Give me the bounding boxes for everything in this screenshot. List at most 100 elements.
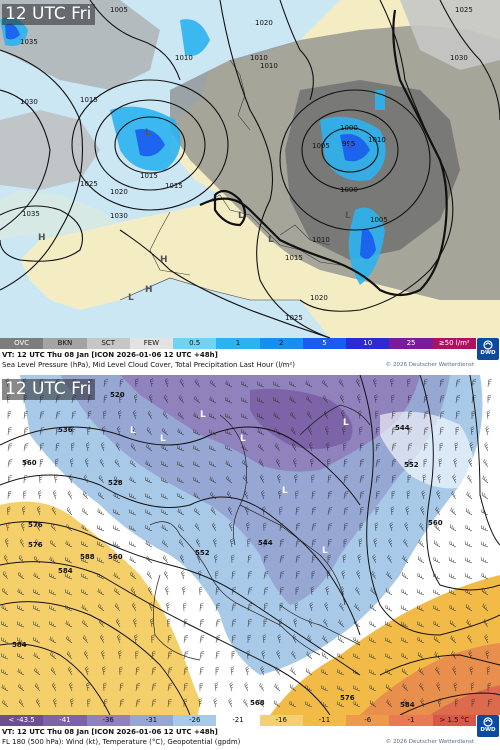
wind-barb bbox=[401, 637, 409, 644]
wind-barb bbox=[23, 490, 27, 500]
wind-barb bbox=[39, 443, 45, 452]
isobar-label: 1020 bbox=[110, 188, 128, 196]
wind-barb bbox=[418, 667, 425, 676]
wind-barb bbox=[327, 507, 333, 516]
wind-barb bbox=[433, 573, 441, 580]
wind-barb bbox=[66, 523, 73, 532]
wind-barb bbox=[65, 589, 73, 596]
wind-barb bbox=[198, 698, 203, 708]
wind-barb bbox=[337, 701, 345, 708]
wind-barb bbox=[322, 635, 329, 644]
wind-barb bbox=[295, 490, 299, 500]
wind-barb bbox=[7, 410, 12, 420]
wind-barb bbox=[97, 541, 105, 548]
wind-barb bbox=[375, 426, 380, 436]
isobar-label: 1000 bbox=[340, 124, 358, 132]
wind-barb bbox=[420, 698, 425, 708]
wind-barb bbox=[391, 394, 395, 404]
wind-barb bbox=[215, 635, 221, 644]
wind-barb bbox=[295, 555, 301, 564]
wind-barb bbox=[433, 636, 441, 644]
wind-barb bbox=[295, 523, 301, 532]
wind-barb bbox=[359, 459, 365, 468]
wind-barb bbox=[195, 538, 201, 548]
wind-barb bbox=[209, 445, 217, 452]
wind-barb bbox=[369, 604, 377, 612]
wind-barb bbox=[467, 474, 473, 484]
low-centre-mark: L bbox=[322, 546, 328, 556]
geopotential-label: 560 bbox=[22, 459, 37, 467]
wind-barb bbox=[359, 522, 364, 532]
wind-barb bbox=[450, 507, 457, 516]
wind-barb bbox=[225, 429, 233, 436]
wind-barb bbox=[65, 540, 73, 548]
bottom-valid-time: VT: 12 UTC Thu 08 Jan [ICON 2026-01-06 1… bbox=[2, 728, 218, 736]
wind-barb bbox=[70, 698, 74, 708]
wind-barb bbox=[353, 669, 361, 676]
wind-barb bbox=[103, 698, 108, 708]
wind-barb bbox=[402, 555, 409, 564]
wind-barb bbox=[309, 602, 314, 612]
legend-swatch: > 1.5 °C bbox=[432, 715, 476, 726]
wind-barb bbox=[417, 636, 425, 644]
wind-barb bbox=[145, 493, 153, 500]
wind-barb bbox=[178, 523, 185, 532]
wind-barb bbox=[417, 621, 425, 628]
wind-barb bbox=[98, 603, 105, 612]
wind-barb bbox=[258, 699, 265, 708]
wind-barb bbox=[257, 397, 265, 404]
wind-barb bbox=[199, 682, 204, 692]
wind-barb bbox=[247, 538, 251, 548]
wind-barb bbox=[97, 508, 105, 516]
wind-barb bbox=[20, 522, 25, 532]
wind-barb bbox=[215, 666, 220, 676]
wind-barb bbox=[119, 394, 123, 404]
wind-barb bbox=[161, 524, 169, 532]
wind-barb bbox=[193, 412, 201, 420]
pressure-centre-mark: H bbox=[38, 233, 46, 243]
wind-barb bbox=[241, 444, 249, 452]
wind-barb bbox=[324, 602, 329, 612]
top-valid-time: VT: 12 UTC Thu 08 Jan [ICON 2026-01-06 1… bbox=[2, 351, 218, 359]
wind-barb bbox=[276, 650, 281, 660]
wind-barb bbox=[99, 634, 105, 644]
low-centre-mark: L bbox=[240, 434, 246, 444]
legend-swatch: < -43.5 bbox=[0, 715, 44, 726]
wind-barb bbox=[150, 378, 154, 388]
wind-barb bbox=[84, 666, 89, 676]
wind-barb bbox=[199, 651, 205, 660]
wind-barb bbox=[113, 509, 121, 516]
wind-barb bbox=[226, 491, 233, 500]
wind-barb bbox=[355, 586, 361, 596]
wind-barb bbox=[260, 490, 265, 500]
wind-barb bbox=[407, 411, 413, 420]
wind-barb bbox=[34, 667, 41, 676]
wind-barb bbox=[6, 522, 10, 532]
wind-barb bbox=[465, 541, 473, 548]
wind-barb bbox=[103, 379, 109, 388]
wind-barb bbox=[433, 540, 441, 548]
wind-barb bbox=[68, 474, 73, 484]
wind-barb bbox=[372, 378, 377, 388]
wind-barb bbox=[17, 605, 25, 612]
wind-barb bbox=[180, 570, 185, 580]
wind-barb bbox=[263, 571, 269, 580]
wind-barb bbox=[487, 394, 492, 404]
wind-barb bbox=[452, 474, 457, 484]
wind-barb bbox=[387, 554, 393, 564]
wind-barb bbox=[183, 602, 187, 612]
wind-barb bbox=[230, 538, 234, 548]
wind-barb bbox=[4, 538, 9, 548]
wind-barb bbox=[87, 698, 91, 708]
wind-barb bbox=[167, 667, 173, 676]
legend-swatch: -36 bbox=[86, 715, 130, 726]
wind-barb bbox=[135, 699, 141, 708]
wind-barb bbox=[150, 618, 154, 628]
wind-barb bbox=[339, 602, 345, 612]
wind-barb bbox=[66, 651, 73, 660]
wind-barb bbox=[385, 637, 393, 644]
wind-barb bbox=[471, 379, 477, 388]
wind-barb bbox=[439, 395, 445, 404]
wind-barb bbox=[342, 554, 347, 564]
wind-barb bbox=[162, 427, 169, 436]
